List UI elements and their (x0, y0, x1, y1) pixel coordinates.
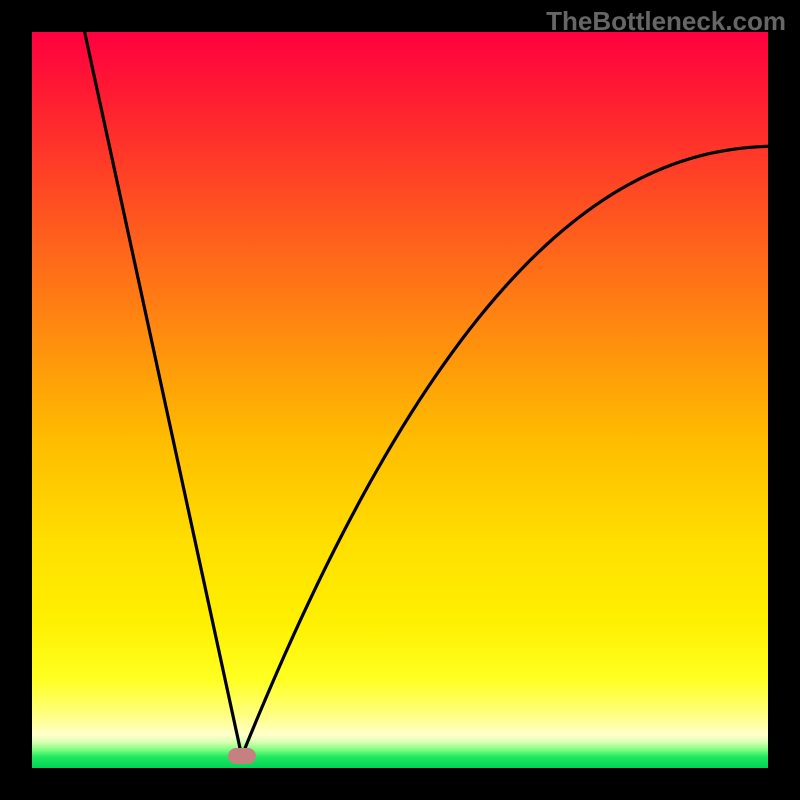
bottleneck-curve (80, 32, 768, 756)
curve-svg (32, 32, 768, 768)
plot-area (32, 32, 768, 768)
minimum-marker (228, 748, 256, 764)
